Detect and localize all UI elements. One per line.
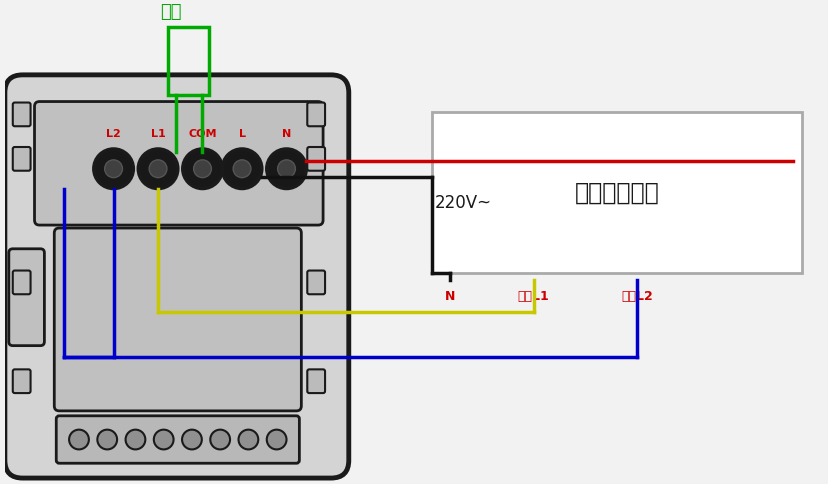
Text: 220V~: 220V~	[434, 195, 491, 212]
FancyBboxPatch shape	[12, 103, 31, 126]
Circle shape	[97, 430, 117, 450]
Bar	[431, 112, 802, 272]
Circle shape	[267, 430, 286, 450]
Text: N: N	[282, 129, 291, 139]
FancyBboxPatch shape	[12, 147, 31, 171]
Circle shape	[210, 430, 229, 450]
Circle shape	[154, 430, 173, 450]
Text: 正转L1: 正转L1	[518, 290, 549, 303]
Circle shape	[238, 430, 258, 450]
Circle shape	[222, 149, 262, 188]
FancyBboxPatch shape	[307, 147, 325, 171]
Circle shape	[94, 149, 133, 188]
FancyBboxPatch shape	[56, 416, 299, 463]
Circle shape	[182, 149, 222, 188]
FancyBboxPatch shape	[307, 271, 325, 294]
FancyBboxPatch shape	[12, 271, 31, 294]
Text: COM: COM	[188, 129, 216, 139]
Text: N: N	[444, 290, 455, 303]
Circle shape	[194, 160, 211, 178]
Bar	[168, 28, 209, 95]
Circle shape	[104, 160, 123, 178]
FancyBboxPatch shape	[307, 103, 325, 126]
FancyBboxPatch shape	[54, 228, 301, 411]
Text: 强电窗帘电机: 强电窗帘电机	[574, 181, 658, 204]
Text: 短接: 短接	[160, 3, 181, 21]
FancyBboxPatch shape	[12, 369, 31, 393]
Circle shape	[149, 160, 166, 178]
FancyBboxPatch shape	[307, 369, 325, 393]
Text: L: L	[238, 129, 245, 139]
Circle shape	[125, 430, 145, 450]
Circle shape	[138, 149, 177, 188]
Circle shape	[267, 149, 306, 188]
Circle shape	[233, 160, 251, 178]
Circle shape	[69, 430, 89, 450]
Text: 反转L2: 反转L2	[621, 290, 652, 303]
FancyBboxPatch shape	[5, 75, 349, 478]
FancyBboxPatch shape	[35, 102, 323, 225]
Text: L1: L1	[151, 129, 166, 139]
Circle shape	[182, 430, 201, 450]
FancyBboxPatch shape	[9, 249, 45, 346]
Text: L2: L2	[106, 129, 121, 139]
Circle shape	[277, 160, 295, 178]
